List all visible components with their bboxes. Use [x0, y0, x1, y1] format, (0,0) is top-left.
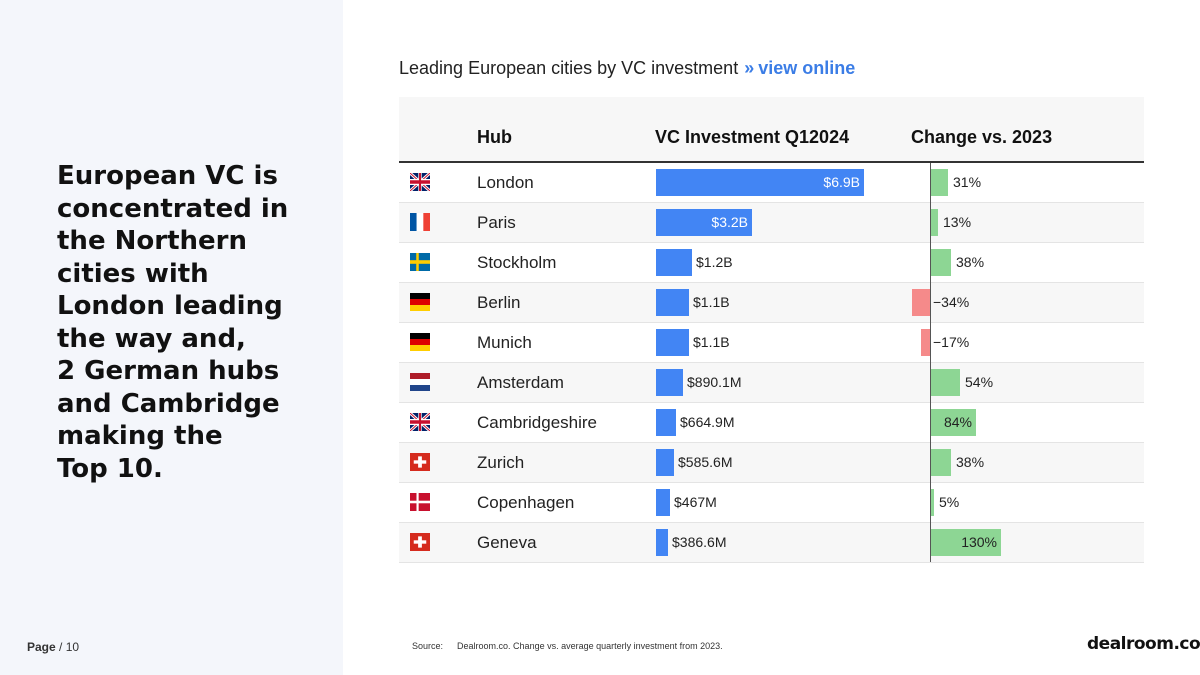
change-bar — [921, 329, 930, 356]
change-bar — [931, 409, 976, 436]
change-bar — [912, 289, 930, 316]
france-flag-icon — [410, 213, 430, 231]
change-label: 54% — [965, 374, 994, 390]
sweden-flag-icon — [410, 253, 430, 271]
column-header-hub: Hub — [477, 127, 512, 147]
investment-label: $1.2B — [696, 254, 733, 270]
change-bar — [931, 169, 948, 196]
source-note: Source: Dealroom.co. Change vs. average q… — [412, 641, 723, 651]
change-label: 31% — [953, 174, 982, 190]
hub-name: Cambridgeshire — [477, 413, 597, 432]
table-row: Zurich $585.6M 38% — [399, 443, 1144, 483]
hub-name: Paris — [477, 213, 516, 232]
investment-bar — [656, 449, 674, 476]
uk-flag-icon — [410, 173, 430, 191]
change-label: 130% — [961, 534, 997, 550]
germany-flag-icon — [410, 333, 430, 351]
table-row: London $6.9B 31% — [399, 163, 1144, 203]
change-label: 13% — [943, 214, 972, 230]
hub-name: Copenhagen — [477, 493, 575, 512]
uk-flag-icon — [410, 413, 430, 431]
investment-bar — [656, 409, 676, 436]
hub-name: Berlin — [477, 293, 521, 312]
investment-bar — [656, 289, 689, 316]
hub-name: Zurich — [477, 453, 525, 472]
change-label: 84% — [943, 414, 972, 430]
change-label: −34% — [933, 294, 970, 310]
investment-bar — [656, 529, 668, 556]
investment-bar — [656, 369, 683, 396]
change-label: 5% — [939, 494, 960, 510]
investment-bar — [656, 489, 670, 516]
investment-bar — [656, 169, 864, 196]
table-row: Berlin $1.1B −34% — [399, 283, 1144, 323]
page-number: / 10 — [59, 640, 80, 654]
investment-label: $3.2B — [711, 214, 748, 230]
hub-name: London — [477, 173, 534, 192]
table-row: Paris $3.2B 13% — [399, 203, 1144, 243]
column-header-change: Change vs. 2023 — [911, 127, 1053, 147]
investment-label: $386.6M — [672, 534, 727, 550]
page-label: Page — [27, 640, 56, 654]
change-label: 38% — [956, 254, 985, 270]
investment-bar — [656, 249, 692, 276]
change-bar — [931, 529, 1001, 556]
change-label: 38% — [956, 454, 985, 470]
change-zero-axis — [930, 163, 931, 562]
dealroom-logo: dealroom.co — [1087, 634, 1200, 654]
table-row: Geneva $386.6M 130% — [399, 523, 1144, 563]
switzerland-flag-icon — [410, 453, 430, 471]
table-header: Hub VC Investment Q12024 Change vs. 2023 — [399, 97, 1144, 163]
source-label: Source: — [412, 641, 444, 651]
hub-table: Hub VC Investment Q12024 Change vs. 2023… — [399, 97, 1144, 563]
netherlands-flag-icon — [410, 373, 430, 391]
left-panel: European VC is concentrated in the North… — [0, 0, 343, 675]
investment-label: $1.1B — [693, 294, 730, 310]
denmark-flag-icon — [410, 493, 430, 511]
page-footer: Page / 10 — [27, 640, 79, 654]
change-bar — [931, 489, 934, 516]
investment-bar — [656, 209, 752, 236]
table-row: Stockholm $1.2B 38% — [399, 243, 1144, 283]
column-header-investment: VC Investment Q12024 — [655, 127, 850, 147]
investment-label: $467M — [674, 494, 717, 510]
view-online-link[interactable]: view online — [758, 58, 856, 78]
table-row: Cambridgeshire $664.9M 84% — [399, 403, 1144, 443]
change-bar — [931, 449, 951, 476]
table-row: Munich $1.1B −17% — [399, 323, 1144, 363]
switzerland-flag-icon — [410, 533, 430, 551]
headline: European VC is concentrated in the North… — [57, 161, 289, 484]
investment-bar — [656, 329, 689, 356]
change-bar — [931, 249, 951, 276]
hub-name: Geneva — [477, 533, 537, 552]
double-chevron-right-icon[interactable]: » — [744, 58, 755, 78]
hub-name: Amsterdam — [477, 373, 564, 392]
investment-label: $585.6M — [678, 454, 733, 470]
change-bar — [931, 369, 960, 396]
investment-label: $664.9M — [680, 414, 735, 430]
table-row: Copenhagen $467M 5% — [399, 483, 1144, 523]
investment-label: $6.9B — [823, 174, 860, 190]
source-text: Dealroom.co. Change vs. average quarterl… — [457, 641, 723, 651]
change-label: −17% — [933, 334, 970, 350]
hub-name: Munich — [477, 333, 532, 352]
investment-label: $890.1M — [687, 374, 742, 390]
chart-title: Leading European cities by VC investment… — [399, 58, 855, 79]
chart-title-text: Leading European cities by VC investment — [399, 58, 739, 78]
table-row: Amsterdam $890.1M 54% — [399, 363, 1144, 403]
hub-name: Stockholm — [477, 253, 557, 272]
germany-flag-icon — [410, 293, 430, 311]
change-bar — [931, 209, 938, 236]
investment-label: $1.1B — [693, 334, 730, 350]
